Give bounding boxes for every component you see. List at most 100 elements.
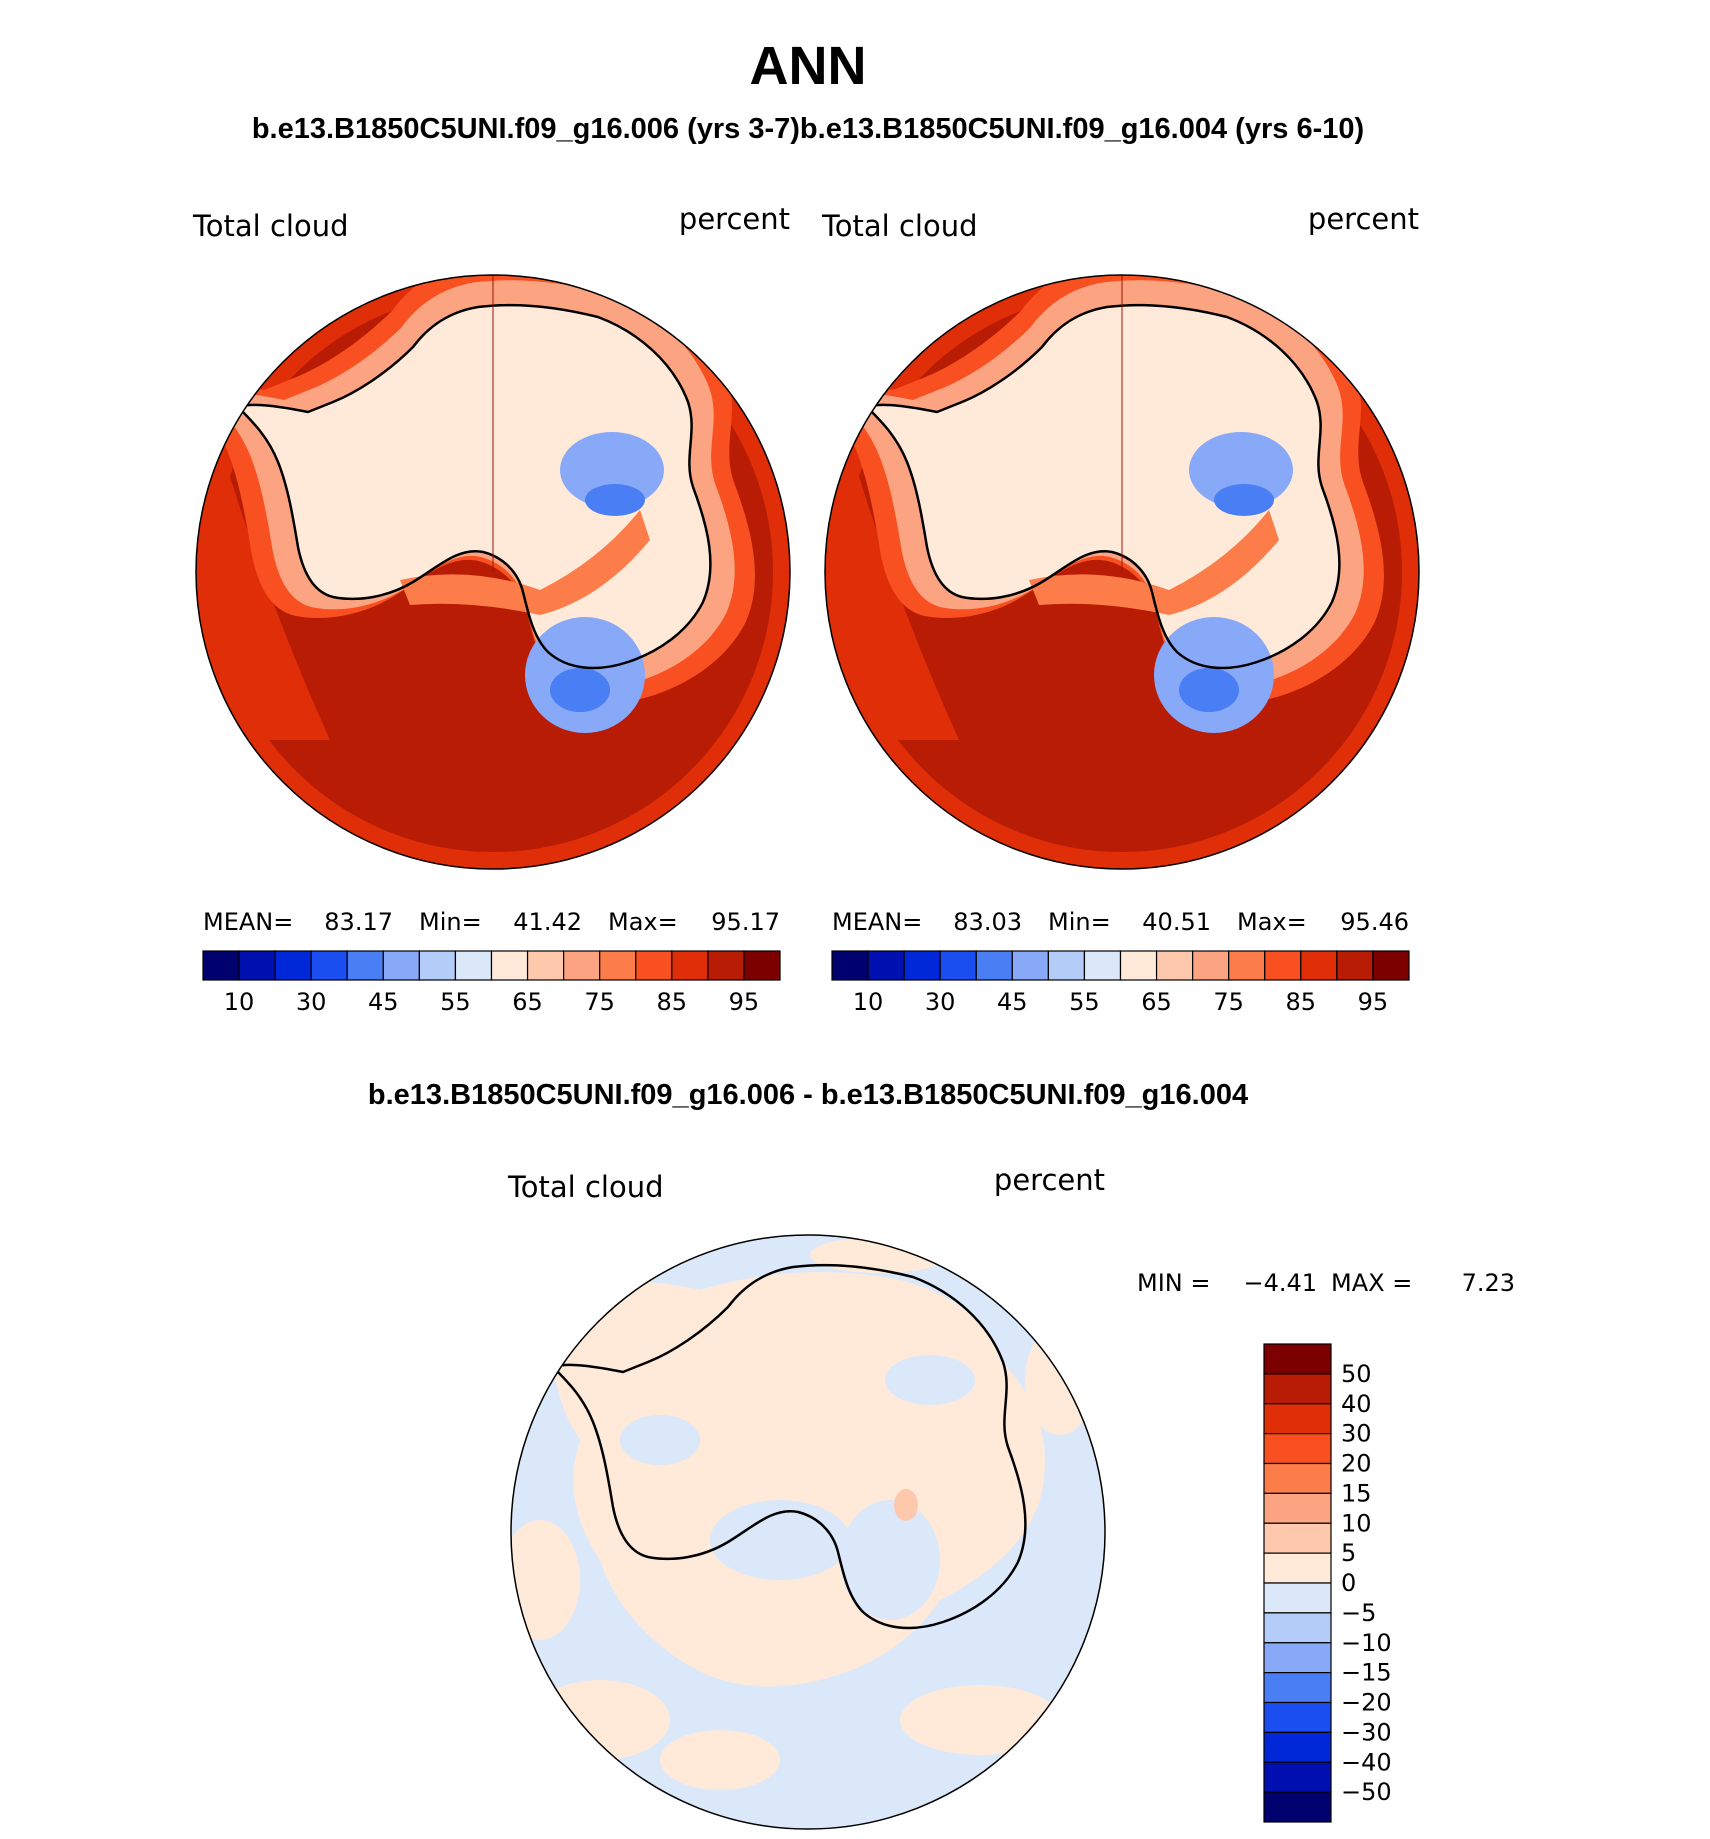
- panel-2-max-label: Max=: [1237, 908, 1307, 936]
- diff-max: 7.23: [1462, 1269, 1515, 1297]
- diff-colorbar-tick-label: 0: [1341, 1569, 1356, 1597]
- colorbar-box: [599, 950, 637, 981]
- diff-max-label: MAX =: [1331, 1269, 1412, 1297]
- diff-colorbar-tick-label: 20: [1341, 1450, 1372, 1478]
- colorbar-box: [202, 950, 240, 981]
- colorbar-box: [1083, 950, 1122, 981]
- diff-colorbar-box: [1263, 1552, 1332, 1584]
- colorbar-box: [1372, 950, 1410, 981]
- diff-colorbar-box: [1263, 1462, 1332, 1494]
- panel-1-min: 41.42: [513, 908, 582, 936]
- diff-colorbar-tick-label: −10: [1341, 1629, 1392, 1657]
- colorbar-box: [939, 950, 977, 981]
- panel-1-units: percent: [679, 202, 790, 236]
- colorbar-box: [1155, 950, 1194, 981]
- diff-colorbar-tick-label: 10: [1341, 1509, 1372, 1537]
- diff-colorbar-tick-label: −40: [1341, 1748, 1392, 1776]
- colorbar-box: [1192, 950, 1230, 981]
- panel-2-map: [825, 275, 1419, 869]
- colorbar-box: [1264, 950, 1302, 981]
- diff-colorbar-box: [1263, 1612, 1332, 1644]
- colorbar-tick-label: 65: [1141, 988, 1172, 1016]
- colorbar-box: [526, 950, 565, 981]
- colorbar-box: [831, 950, 869, 981]
- panel-2-variable: Total cloud: [821, 209, 977, 243]
- colorbar-box: [1119, 950, 1158, 981]
- panel-1-min-label: Min=: [419, 908, 482, 936]
- colorbar-box: [1228, 950, 1266, 981]
- panel-2-min: 40.51: [1142, 908, 1211, 936]
- colorbar-box: [707, 950, 745, 981]
- panel-1-variable: Total cloud: [192, 209, 348, 243]
- colorbar-box: [382, 950, 420, 981]
- panel-2-mean-label: MEAN=: [832, 908, 922, 936]
- colorbar-box: [903, 950, 941, 981]
- colorbar-tick-label: 55: [440, 988, 471, 1016]
- diff-colorbar-box: [1263, 1761, 1332, 1793]
- panel-1-max: 95.17: [711, 908, 780, 936]
- panel-2-colorbar: 10 30 45 55 65 75 85 95: [831, 950, 1410, 1016]
- diff-colorbar-tick-label: 40: [1341, 1390, 1372, 1418]
- diff-colorbar-tick-label: −50: [1341, 1778, 1392, 1806]
- diff-colorbar-box: [1263, 1373, 1332, 1405]
- colorbar-box: [671, 950, 709, 981]
- colorbar-tick-label: 85: [1286, 988, 1317, 1016]
- colorbar-box: [454, 950, 493, 981]
- panel-1-mean-label: MEAN=: [203, 908, 293, 936]
- diff-colorbar-box: [1263, 1343, 1332, 1375]
- diff-title: b.e13.B1850C5UNI.f09_g16.006 - b.e13.B18…: [368, 1079, 1248, 1111]
- colorbar-box: [563, 950, 601, 981]
- diff-min: −4.41: [1243, 1269, 1317, 1297]
- diff-units: percent: [994, 1163, 1105, 1197]
- colorbar-tick-label: 75: [1213, 988, 1244, 1016]
- panel-1-colorbar: 10 30 45 55 65 75 85 95: [202, 950, 781, 1016]
- diff-colorbar-box: [1263, 1701, 1332, 1733]
- diff-min-label: MIN =: [1137, 1269, 1210, 1297]
- diff-colorbar-box: [1263, 1672, 1332, 1704]
- colorbar-tick-label: 45: [368, 988, 399, 1016]
- diff-colorbar-box: [1263, 1582, 1332, 1614]
- diff-colorbar-box: [1263, 1522, 1332, 1554]
- colorbar-tick-label: 95: [729, 988, 760, 1016]
- diff-colorbar-tick-label: 50: [1341, 1360, 1372, 1388]
- diff-colorbar-tick-label: −30: [1341, 1718, 1392, 1746]
- diff-colorbar-box: [1263, 1403, 1332, 1435]
- colorbar-tick-label: 95: [1358, 988, 1389, 1016]
- colorbar-tick-label: 45: [997, 988, 1028, 1016]
- diff-panel: Total cloud percent: [507, 1163, 1515, 1830]
- colorbar-tick-label: 65: [512, 988, 543, 1016]
- colorbar-box: [1047, 950, 1086, 981]
- diff-colorbar-tick-label: 15: [1341, 1479, 1372, 1507]
- panel-2-mean: 83.03: [953, 908, 1022, 936]
- panel-1-stats: MEAN= 83.17 Min= 41.42 Max= 95.17: [203, 908, 780, 936]
- panel-1-max-label: Max=: [608, 908, 678, 936]
- colorbar-box: [490, 950, 529, 981]
- diff-colorbar-tick-label: 30: [1341, 1420, 1372, 1448]
- diff-colorbar-tick-label: −5: [1341, 1599, 1376, 1627]
- colorbar-tick-label: 30: [925, 988, 956, 1016]
- season-title: ANN: [750, 36, 867, 96]
- diff-colorbar-tick-label: 5: [1341, 1539, 1356, 1567]
- colorbar-box: [1336, 950, 1374, 981]
- panel-2-stats: MEAN= 83.03 Min= 40.51 Max= 95.46: [832, 908, 1409, 936]
- panel-2-min-label: Min=: [1048, 908, 1111, 936]
- diff-colorbar-box: [1263, 1642, 1332, 1674]
- colorbar-box: [310, 950, 348, 981]
- colorbar-box: [975, 950, 1013, 981]
- diff-stats: MIN = −4.41 MAX = 7.23: [1137, 1269, 1515, 1297]
- colorbar-box: [238, 950, 276, 981]
- colorbar-box: [1011, 950, 1049, 981]
- colorbar-box: [346, 950, 384, 981]
- panel-1-mean: 83.17: [324, 908, 393, 936]
- colorbar-box: [635, 950, 673, 981]
- diff-colorbar-tick-label: −15: [1341, 1659, 1392, 1687]
- colorbar-tick-label: 30: [296, 988, 327, 1016]
- colorbar-box: [418, 950, 457, 981]
- panel-1-map: [196, 275, 790, 869]
- top-title: b.e13.B1850C5UNI.f09_g16.006 (yrs 3-7)b.…: [252, 113, 1364, 145]
- colorbar-tick-label: 75: [584, 988, 615, 1016]
- diff-variable: Total cloud: [507, 1170, 663, 1204]
- colorbar-tick-label: 10: [224, 988, 255, 1016]
- colorbar-box: [867, 950, 905, 981]
